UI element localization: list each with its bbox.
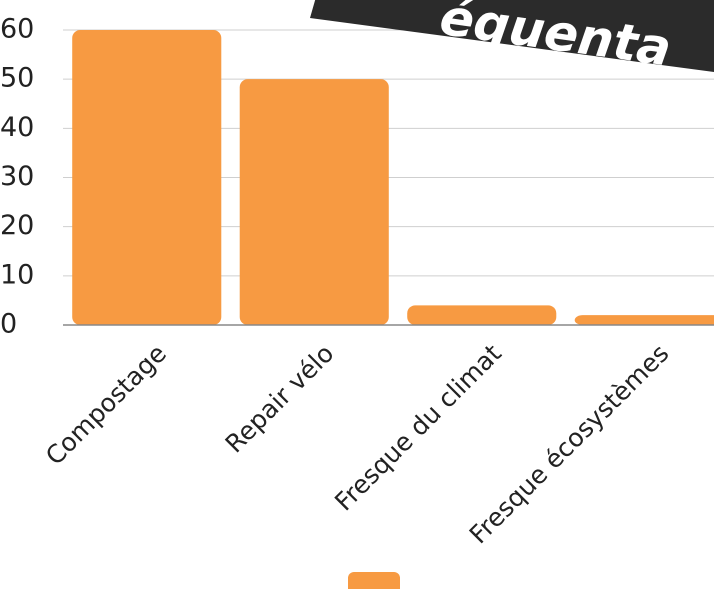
x-tick-label: Fresque du climat [329, 339, 507, 517]
icon [348, 572, 400, 589]
x-tick-label: Repair vélo [220, 339, 340, 459]
bar [574, 315, 714, 325]
x-tick-label: Compostage [40, 339, 172, 471]
y-tick-label: 50 [0, 63, 34, 94]
bar [72, 30, 222, 325]
y-tick-label: 60 [0, 14, 34, 45]
bar [239, 79, 389, 326]
y-tick-label: 0 [0, 309, 17, 340]
y-tick-label: 20 [0, 210, 34, 241]
y-tick-label: 40 [0, 112, 34, 143]
bar [407, 305, 557, 325]
y-tick-label: 10 [0, 259, 34, 290]
banner-background [310, 0, 714, 72]
bars [63, 30, 714, 326]
y-tick-label: 30 [0, 161, 34, 192]
